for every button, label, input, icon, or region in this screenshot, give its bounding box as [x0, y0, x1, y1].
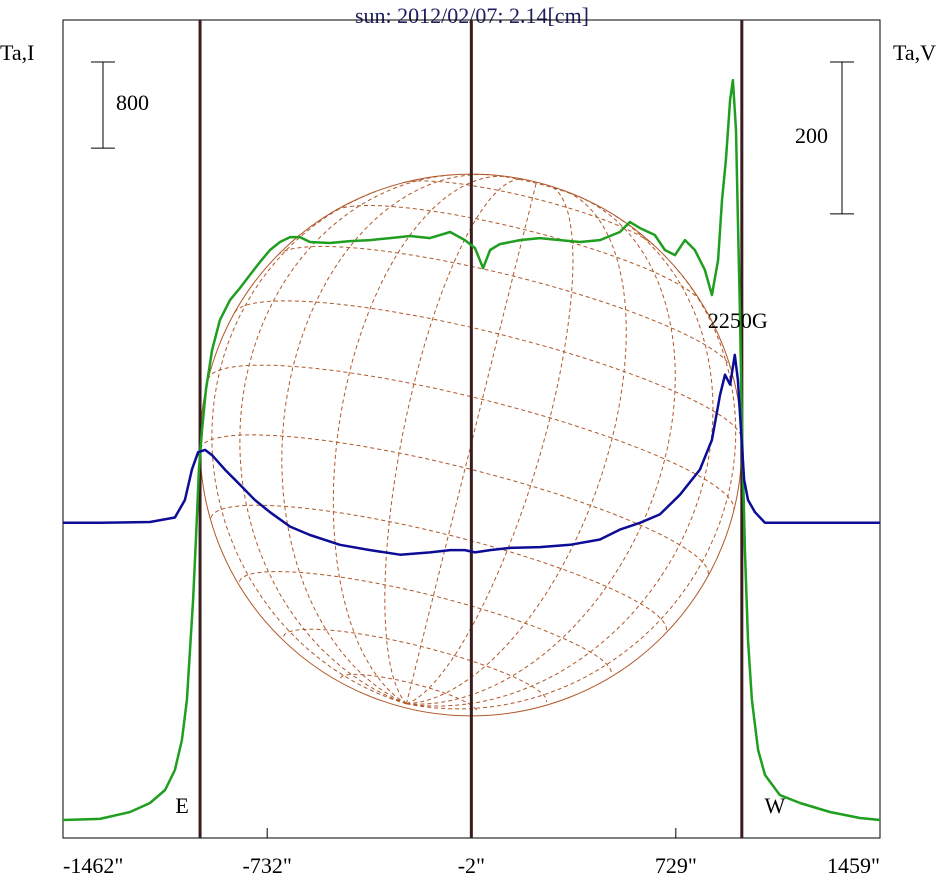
disk-grid [403, 180, 654, 246]
x-tick-label: 1459" [827, 853, 880, 878]
disk-grid [210, 504, 668, 632]
disk-grid [340, 673, 478, 713]
disk-grid [406, 189, 627, 705]
disk-grid [211, 190, 407, 705]
x-tick-label: -2" [458, 853, 485, 878]
disk-grid [406, 265, 737, 710]
y-axis-label: Ta,I [0, 40, 35, 65]
disk-grid [277, 245, 732, 369]
disk-grid [281, 173, 488, 705]
annotation: 2250G [708, 308, 768, 333]
series-line [62, 78, 881, 822]
annotation: E [175, 793, 188, 818]
disk-grid [239, 174, 452, 705]
scale-bar-label: 200 [795, 123, 828, 148]
x-tick-label: -732" [243, 853, 292, 878]
annotation: W [764, 793, 785, 818]
disk-grid [332, 175, 509, 705]
disk-grid [406, 215, 714, 707]
disk-grid [336, 205, 701, 301]
x-tick-label: -1462" [63, 853, 123, 878]
x-tick-label: 729" [655, 853, 697, 878]
y2-axis-label: Ta,V [893, 40, 936, 65]
disk-grid [199, 434, 709, 576]
disk-grid [484, 174, 587, 201]
series-line [63, 353, 880, 556]
scale-bar-label: 800 [116, 90, 149, 115]
disk-grid [283, 628, 548, 702]
disk-grid [238, 571, 612, 675]
disk-grid [234, 300, 743, 439]
disk-grid [406, 198, 676, 705]
disk-grid [207, 364, 735, 511]
